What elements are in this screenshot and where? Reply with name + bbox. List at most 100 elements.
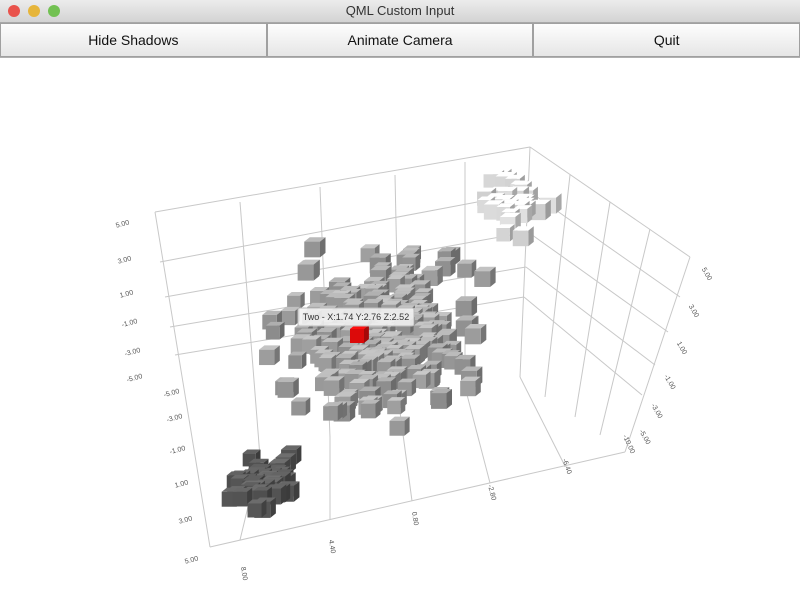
cube-top — [455, 316, 478, 321]
minimize-button[interactable] — [28, 5, 40, 17]
cube-front — [444, 356, 458, 370]
close-button[interactable] — [8, 5, 20, 17]
cube-top — [304, 237, 326, 242]
cube-side — [490, 266, 496, 287]
cube-top — [397, 378, 417, 383]
data-point — [397, 378, 417, 397]
cube-top — [385, 344, 404, 349]
cube-top — [409, 280, 431, 285]
cube-top — [497, 187, 518, 192]
cube-top — [496, 203, 515, 208]
cube-top — [344, 300, 364, 305]
cube-top — [297, 260, 320, 265]
cube-top — [318, 370, 339, 375]
cube-front — [474, 271, 491, 287]
cube-top — [357, 375, 378, 380]
cube-top — [387, 397, 406, 401]
cube-top — [444, 352, 463, 357]
cube-top — [323, 376, 345, 381]
cube-front — [287, 295, 301, 309]
cube-top — [427, 343, 448, 348]
axis-label: -5.00 — [163, 388, 180, 399]
cube-front — [318, 358, 332, 372]
cube-top — [333, 293, 355, 299]
cube-front — [277, 382, 294, 398]
axis-label: 1.00 — [119, 289, 134, 299]
cube-top — [394, 287, 416, 292]
cube-top — [364, 285, 383, 289]
cube-top — [454, 354, 476, 360]
cube-top — [332, 282, 352, 287]
cube-top — [359, 386, 381, 392]
axis-label: 4.40 — [327, 539, 336, 554]
cube-side — [301, 351, 307, 369]
data-point — [350, 325, 369, 343]
cube-top — [362, 352, 385, 358]
axis-label: -5.00 — [637, 429, 651, 446]
cube-top — [516, 197, 535, 202]
cube-side — [404, 416, 410, 436]
cube-top — [399, 354, 421, 359]
cube-top — [296, 328, 317, 333]
scatter-3d-view[interactable]: 5.00 3.00 1.00 -1.00 -3.00 -5.00 -5.00 -3.00 -1.… — [0, 57, 800, 600]
cube-top — [358, 396, 378, 401]
data-point — [460, 376, 481, 397]
axis-label: -3.00 — [124, 347, 141, 358]
cube-side — [531, 200, 536, 218]
cube-top — [464, 323, 487, 329]
cube-side — [434, 368, 440, 389]
cube-top — [253, 486, 272, 491]
cube-top — [540, 193, 562, 198]
cube-top — [404, 344, 425, 350]
cube-top — [230, 474, 249, 479]
data-point — [360, 399, 381, 419]
cube-top — [505, 174, 525, 179]
cube-side — [290, 453, 296, 473]
cube-side — [280, 484, 287, 505]
cube-top — [316, 327, 337, 333]
cube-side — [331, 354, 337, 372]
zoom-button[interactable] — [48, 5, 60, 17]
cube-top — [262, 310, 282, 315]
cube-front — [291, 401, 306, 416]
cube-side — [471, 296, 478, 317]
data-point — [496, 224, 515, 242]
cube-top — [348, 361, 368, 366]
cube-top — [460, 376, 481, 381]
cube-front — [323, 406, 338, 421]
toolbar: Hide Shadows Animate Camera Quit — [0, 23, 800, 58]
cube-top — [386, 275, 405, 280]
button[interactable]: Quit — [533, 23, 800, 57]
button[interactable]: Animate Camera — [266, 23, 534, 57]
cube-top — [334, 392, 356, 397]
button[interactable]: Hide Shadows — [0, 23, 267, 57]
data-point — [247, 499, 267, 518]
cube-front — [460, 380, 476, 397]
cube-top — [360, 244, 380, 249]
cube-front — [483, 174, 499, 190]
cube-top — [496, 224, 515, 229]
cube-side — [419, 344, 425, 365]
cube-top — [460, 366, 483, 371]
data-point — [265, 321, 285, 340]
cube-top — [457, 259, 477, 264]
cube-top — [381, 300, 401, 305]
data-point — [389, 416, 410, 436]
cube-side — [296, 445, 302, 465]
cube-top — [421, 265, 443, 271]
cube-side — [373, 356, 378, 374]
cube-top — [280, 306, 300, 311]
cube-top — [247, 499, 267, 504]
cube-front — [483, 204, 499, 220]
cube-side — [274, 345, 280, 366]
cube-top — [359, 356, 378, 361]
cube-top — [421, 313, 440, 318]
data-point — [277, 377, 299, 398]
axis-label: -2.80 — [486, 484, 497, 501]
data-point — [430, 388, 453, 409]
cube-front — [259, 349, 275, 366]
cube-front — [280, 310, 296, 326]
cube-top — [483, 170, 505, 175]
cube-top — [513, 205, 533, 210]
cube-side — [556, 193, 562, 214]
